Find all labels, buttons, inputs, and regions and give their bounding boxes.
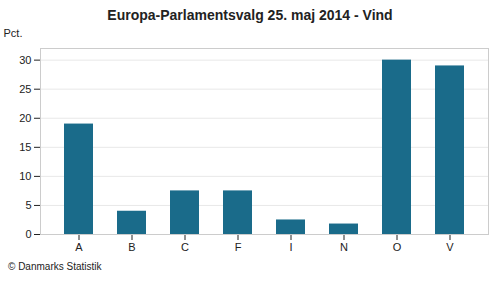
svg-text:B: B <box>128 241 135 253</box>
html-text:Europa-Parlamentsvalg 25. maj: Europa-Parlamentsvalg 25. maj 2014 - Vin… <box>107 7 393 23</box>
svg-text:C: C <box>181 241 189 253</box>
svg-text:10: 10 <box>19 170 31 182</box>
svg-text:Pct.: Pct. <box>4 27 23 39</box>
svg-text:15: 15 <box>19 141 31 153</box>
svg-text:F: F <box>235 241 242 253</box>
svg-text:0: 0 <box>25 228 31 240</box>
svg-text:O: O <box>393 241 402 253</box>
svg-text:20: 20 <box>19 112 31 124</box>
html-text:© Danmarks Statistik: © Danmarks Statistik <box>8 261 102 272</box>
svg-text:I: I <box>289 241 292 253</box>
svg-text:N: N <box>340 241 348 253</box>
svg-text:25: 25 <box>19 83 31 95</box>
svg-text:V: V <box>446 241 454 253</box>
svg-text:30: 30 <box>19 54 31 66</box>
svg-text:5: 5 <box>25 199 31 211</box>
svg-text:A: A <box>75 241 83 253</box>
